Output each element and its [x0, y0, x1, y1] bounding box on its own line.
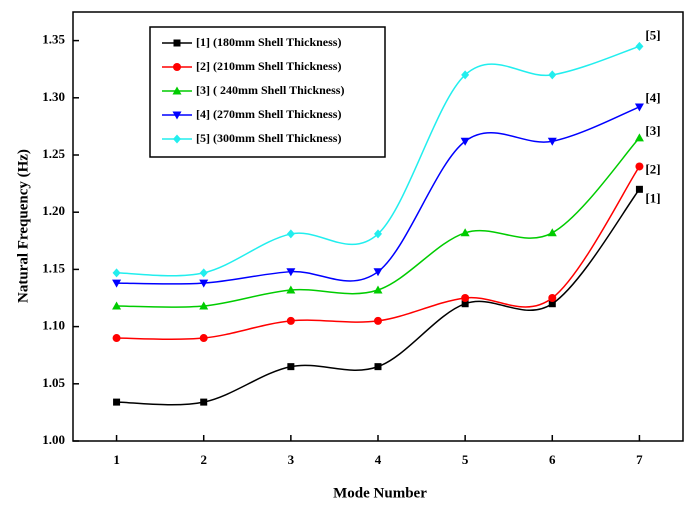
- data-point: [460, 137, 470, 146]
- legend-label: [2] (210mm Shell Thickness): [196, 59, 341, 73]
- series-line: [116, 137, 640, 308]
- data-point: [547, 137, 557, 146]
- series-line: [116, 166, 641, 341]
- data-point: [286, 229, 295, 239]
- legend-label: [5] (300mm Shell Thickness): [196, 131, 341, 145]
- data-point: [286, 268, 296, 277]
- legend-marker: [173, 134, 181, 144]
- data-point: [286, 316, 295, 325]
- data-point: [634, 103, 644, 112]
- data-point: [199, 268, 208, 278]
- data-point: [460, 228, 470, 237]
- data-point: [635, 185, 643, 193]
- data-point: [461, 294, 470, 302]
- x-tick-label: 1: [113, 452, 120, 467]
- legend-box: [149, 26, 386, 158]
- legend-label: [1] (180mm Shell Thickness): [196, 35, 341, 49]
- y-tick-label: 1.00: [42, 432, 65, 447]
- data-point: [199, 301, 209, 310]
- legend-label: [4] (270mm Shell Thickness): [196, 107, 341, 121]
- data-point: [112, 334, 121, 343]
- data-point: [548, 70, 557, 80]
- x-tick-label: 3: [288, 452, 295, 467]
- data-point: [112, 279, 122, 288]
- series-line: [116, 188, 641, 406]
- y-tick-label: 1.15: [42, 260, 65, 275]
- y-tick-label: 1.05: [42, 375, 65, 390]
- series-annotation: [2]: [645, 161, 660, 176]
- series-annotation: [1]: [645, 190, 660, 205]
- x-tick-label: 2: [200, 452, 207, 467]
- x-tick-label: 6: [549, 452, 556, 467]
- x-tick-label: 7: [636, 452, 643, 467]
- data-point: [374, 316, 382, 325]
- data-point: [548, 300, 556, 308]
- y-tick-label: 1.20: [42, 203, 65, 218]
- legend-marker: [172, 111, 182, 120]
- series-annotation: [4]: [645, 90, 660, 105]
- data-point: [287, 363, 295, 371]
- data-point: [548, 294, 557, 302]
- y-tick-label: 1.30: [42, 89, 65, 104]
- data-point: [461, 70, 470, 80]
- legend-marker: [173, 39, 181, 47]
- legend-marker: [172, 86, 182, 95]
- data-point: [373, 285, 383, 294]
- y-axis-label: Natural Frequency (Hz): [15, 149, 31, 303]
- legend-marker: [173, 63, 181, 71]
- data-point: [286, 285, 296, 294]
- data-point: [199, 334, 208, 343]
- data-point: [461, 300, 469, 308]
- y-tick-label: 1.35: [42, 32, 65, 47]
- data-point: [200, 398, 208, 406]
- data-point: [374, 363, 382, 371]
- data-point: [634, 133, 644, 142]
- data-point: [635, 162, 644, 171]
- series-annotation: [5]: [645, 27, 660, 42]
- data-point: [373, 268, 383, 277]
- data-point: [112, 301, 122, 310]
- data-point: [113, 398, 121, 406]
- data-point: [374, 229, 382, 239]
- data-point: [199, 279, 209, 288]
- series-annotation: [3]: [645, 123, 660, 138]
- data-point: [547, 228, 557, 237]
- x-tick-label: 4: [375, 452, 382, 467]
- y-tick-label: 1.10: [42, 318, 65, 333]
- y-tick-label: 1.25: [42, 146, 65, 161]
- data-point: [635, 41, 644, 51]
- legend-label: [3] ( 240mm Shell Thickness): [196, 83, 344, 97]
- x-tick-label: 5: [462, 452, 469, 467]
- x-axis-label: Mode Number: [333, 485, 427, 501]
- data-point: [112, 268, 121, 278]
